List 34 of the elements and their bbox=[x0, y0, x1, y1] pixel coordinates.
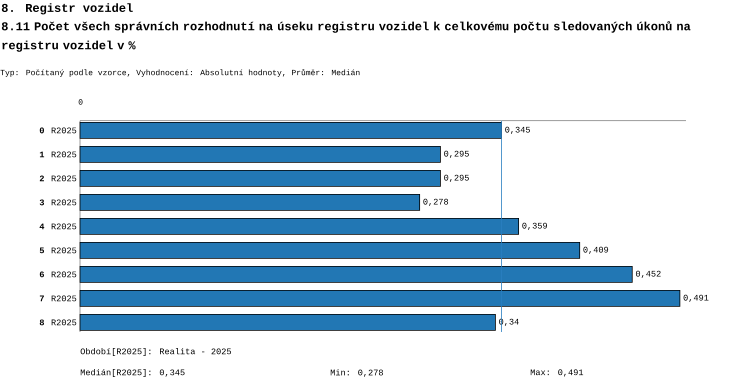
data-label: 0,295 bbox=[444, 150, 469, 158]
data-label: 0,295 bbox=[444, 174, 469, 182]
series-label: R2025 bbox=[52, 127, 76, 134]
y-tick-label: 0 bbox=[40, 127, 44, 134]
text: R2025 bbox=[52, 175, 76, 182]
data-label: 0,452 bbox=[636, 270, 661, 278]
data-label: 0,409 bbox=[583, 246, 608, 254]
text: R2025 bbox=[52, 151, 76, 158]
y-tick-label: 4 bbox=[40, 224, 44, 230]
chart-subtitle: 8.11 Počet všech správních rozhodnutí na úseku registru vozidel k celkovému počtu sledovaných úkonů na registru vozidel v % bbox=[2, 21, 690, 52]
text: Min: 0,278 bbox=[330, 369, 383, 377]
data-label: 0,491 bbox=[684, 294, 708, 302]
y-tick-label: 2 bbox=[40, 176, 44, 182]
text: R2025 bbox=[52, 319, 76, 326]
text: R2025 bbox=[52, 199, 76, 206]
y-tick-label: 5 bbox=[40, 248, 44, 254]
y-tick-label: 8 bbox=[40, 319, 44, 326]
y-tick-label: 3 bbox=[40, 199, 44, 206]
text: Max: 0,491 bbox=[530, 369, 584, 377]
data-label: 0,278 bbox=[423, 198, 448, 206]
text: R2025 bbox=[52, 247, 76, 254]
y-tick-label: 1 bbox=[40, 152, 44, 158]
text: 0 bbox=[78, 99, 83, 105]
text: R2025 bbox=[52, 223, 76, 230]
data-label: 0,359 bbox=[522, 222, 548, 230]
text: R2025 bbox=[52, 295, 76, 302]
text: Typ: Počítaný podle vzorce, Vyhodnocení: Absolutní hodnoty, Průměr: Medián bbox=[0, 69, 360, 77]
text: Medián[R2025]: 0,345 bbox=[80, 368, 185, 377]
text: Období[R2025]: Realita - 2025 bbox=[80, 348, 232, 356]
y-tick-label: 6 bbox=[40, 271, 44, 278]
y-tick-label: 7 bbox=[40, 296, 44, 302]
data-label: 0,345 bbox=[505, 126, 530, 134]
chart-title: 8. Registr vozidel bbox=[2, 3, 133, 14]
text: R2025 bbox=[52, 271, 76, 278]
